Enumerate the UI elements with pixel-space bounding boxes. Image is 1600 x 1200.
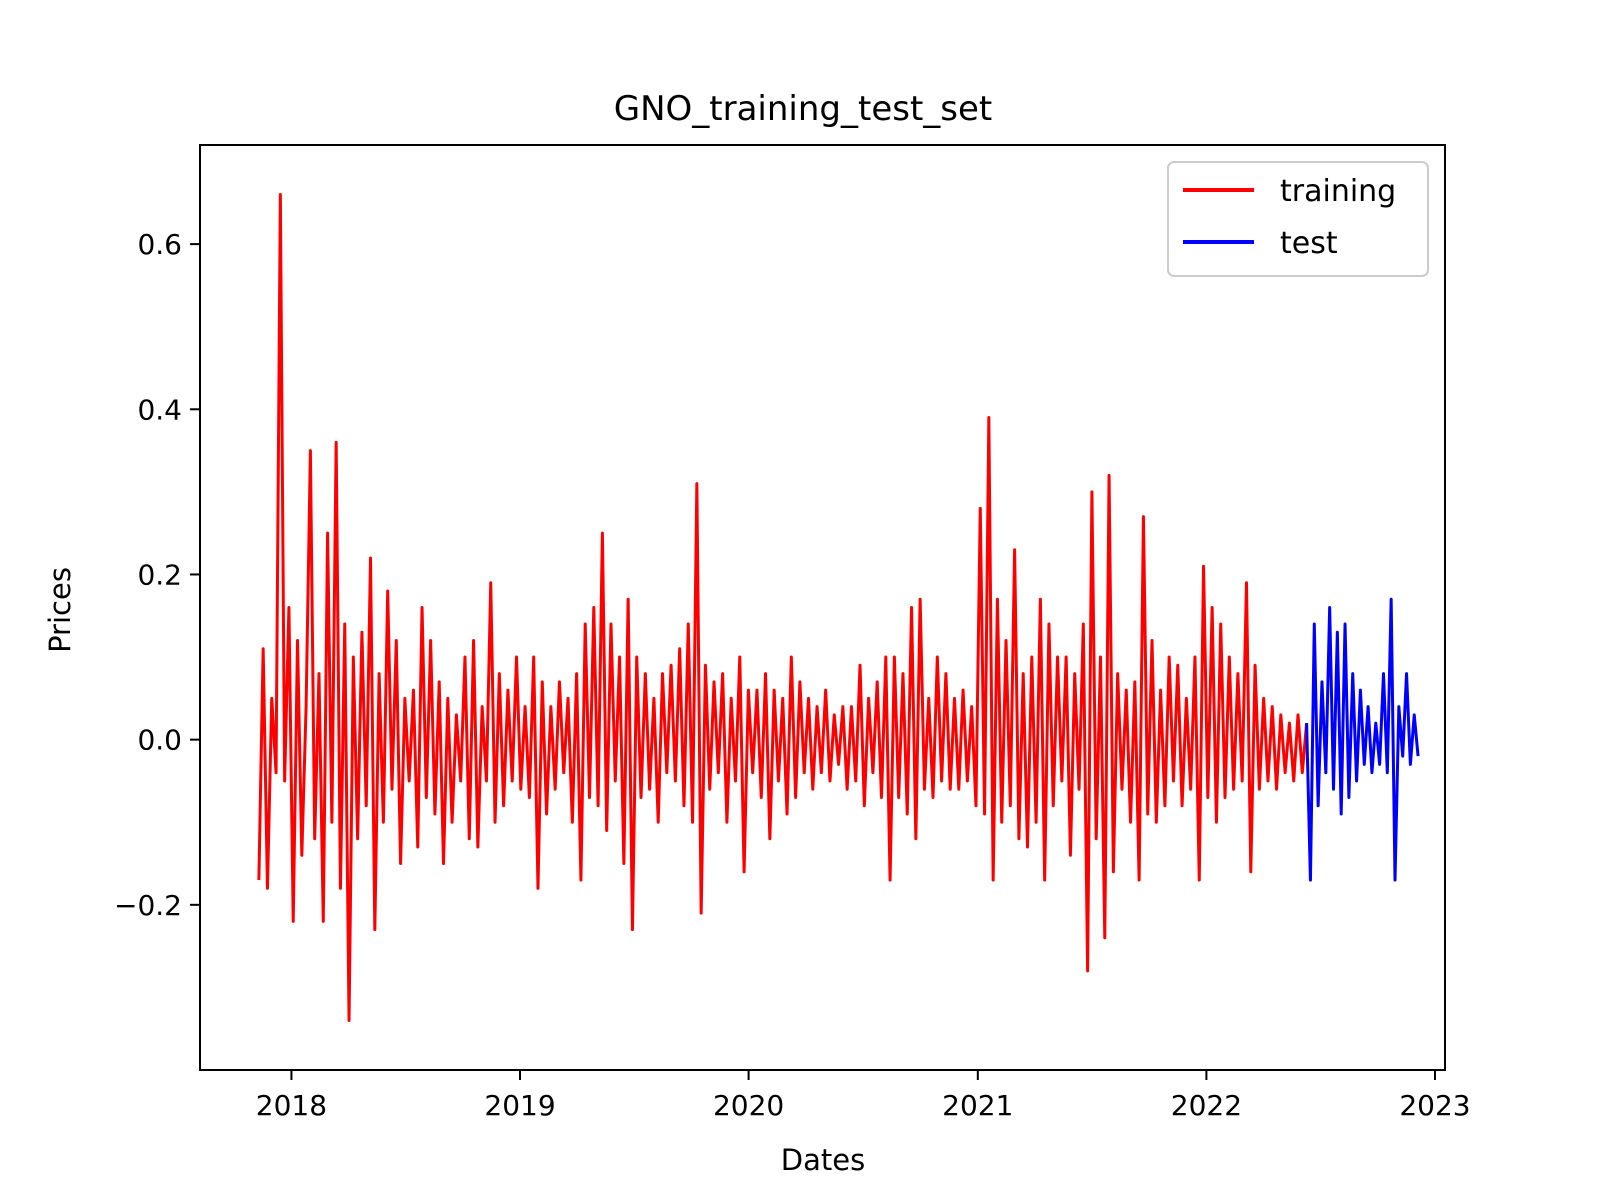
x-tick-label: 2023	[1399, 1089, 1470, 1122]
x-tick-label: 2020	[713, 1089, 784, 1122]
plot-frame	[199, 144, 1446, 1071]
x-tick-label: 2021	[942, 1089, 1013, 1122]
x-axis: 2018 2019 2020 2021 2022 2023	[256, 1070, 1471, 1122]
y-axis-label: Prices	[43, 567, 77, 653]
series-layer	[257, 193, 1420, 1022]
legend: training test	[1167, 161, 1429, 277]
y-tick-label: 0.0	[137, 724, 182, 757]
y-tick-label: −0.2	[114, 889, 182, 922]
legend-label-test: test	[1280, 226, 1338, 261]
x-tick-label: 2018	[256, 1089, 327, 1122]
chart-title: GNO_training_test_set	[614, 89, 993, 129]
x-tick-label: 2022	[1171, 1089, 1242, 1122]
x-axis-label: Dates	[781, 1143, 865, 1177]
y-tick-label: 0.2	[137, 558, 182, 591]
plot-area	[199, 144, 1446, 1071]
y-tick-label: 0.4	[137, 393, 182, 426]
x-tick-label: 2019	[484, 1089, 555, 1122]
series-line-test	[1305, 597, 1420, 882]
series-line-training	[257, 193, 1309, 1022]
y-tick-label: 0.6	[137, 228, 182, 261]
legend-label-training: training	[1280, 174, 1396, 209]
y-axis: −0.2 0.0 0.2 0.4 0.6	[114, 228, 200, 922]
